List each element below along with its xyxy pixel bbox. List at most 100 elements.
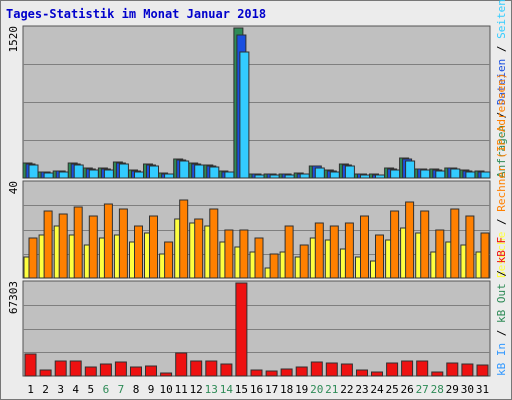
day-label-26: 26: [400, 383, 413, 396]
bar-kbytes-kb-f-day-28: [431, 371, 444, 377]
bar-visits-rechner-ip-adressen--day-20: [314, 222, 324, 279]
bar-kbytes-kb-f-day-19: [295, 366, 308, 377]
legend-entry: Besuche: [495, 232, 508, 278]
day-label-19: 19: [295, 383, 308, 396]
bar-visits-rechner-ip-adressen--day-9: [149, 215, 158, 279]
bar-requests-seiten-day-20: [314, 167, 325, 179]
bar-kbytes-kb-f-day-16: [250, 369, 263, 377]
legend-entry: Rechner (IP-Adressen): [495, 73, 508, 212]
day-label-4: 4: [72, 383, 79, 396]
bar-kbytes-kb-f-day-2: [39, 369, 52, 377]
bar-visits-rechner-ip-adressen--day-26: [405, 201, 415, 279]
bar-visits-rechner-ip-adressen--day-24: [375, 234, 384, 279]
bar-kbytes-kb-f-day-31: [476, 364, 489, 377]
bar-kbytes-kb-f-day-11: [175, 352, 188, 377]
bar-requests-seiten-day-16: [254, 174, 265, 179]
bar-kbytes-kb-f-day-6: [99, 363, 112, 377]
day-label-2: 2: [42, 383, 49, 396]
bar-requests-seiten-day-15: [239, 51, 250, 179]
bar-kbytes-kb-f-day-18: [280, 368, 293, 377]
day-label-5: 5: [87, 383, 94, 396]
day-label-21: 21: [325, 383, 338, 396]
day-label-12: 12: [190, 383, 203, 396]
bar-visits-rechner-ip-adressen--day-31: [480, 232, 490, 279]
bar-kbytes-kb-f-day-17: [265, 370, 278, 377]
day-label-24: 24: [370, 383, 384, 396]
bar-kbytes-kb-f-day-29: [446, 362, 459, 377]
legend-separator: /: [495, 263, 508, 283]
legend-entry: Seiten: [495, 0, 508, 39]
legend-separator: /: [495, 323, 508, 343]
day-label-22: 22: [340, 383, 353, 396]
bar-requests-seiten-day-10: [164, 173, 175, 179]
day-label-8: 8: [133, 383, 140, 396]
bar-requests-seiten-day-2: [43, 172, 54, 179]
bar-kbytes-kb-f-day-27: [416, 360, 429, 377]
bar-visits-rechner-ip-adressen--day-18: [284, 225, 294, 279]
bar-kbytes-kb-f-day-10: [160, 372, 173, 377]
bar-requests-seiten-day-1: [28, 164, 39, 179]
legend-kbytes: kB In / kB Out / kB F: [495, 237, 508, 376]
bar-requests-seiten-day-25: [390, 169, 401, 179]
bar-requests-seiten-day-14: [224, 171, 235, 179]
bar-visits-rechner-ip-adressen--day-12: [194, 218, 204, 279]
day-label-27: 27: [416, 383, 429, 396]
day-label-16: 16: [250, 383, 263, 396]
bar-visits-rechner-ip-adressen--day-22: [344, 222, 354, 279]
bar-requests-seiten-day-4: [73, 164, 84, 179]
bar-kbytes-kb-f-day-26: [401, 360, 414, 377]
bar-visits-rechner-ip-adressen--day-17: [269, 253, 279, 279]
ymax-label-requests: 1520: [7, 26, 20, 53]
day-label-18: 18: [280, 383, 293, 396]
ymax-label-kbytes: 67303: [7, 281, 20, 314]
day-label-6: 6: [103, 383, 110, 396]
bar-kbytes-kb-f-day-9: [145, 365, 157, 377]
bar-kbytes-kb-f-day-5: [84, 366, 97, 377]
bar-kbytes-kb-f-day-12: [190, 360, 203, 377]
bar-requests-seiten-day-17: [269, 174, 280, 179]
day-label-7: 7: [118, 383, 125, 396]
bar-visits-rechner-ip-adressen--day-10: [164, 241, 174, 279]
bar-kbytes-kb-f-day-22: [340, 363, 353, 377]
day-label-17: 17: [265, 383, 278, 396]
plot-area-kbytes: [22, 280, 491, 377]
bar-requests-seiten-day-28: [435, 170, 446, 179]
bar-visits-rechner-ip-adressen--day-8: [134, 225, 143, 279]
bar-kbytes-kb-f-day-25: [386, 362, 399, 377]
legend-separator: /: [495, 105, 508, 125]
legend-entry: Dateien: [495, 59, 508, 105]
bar-visits-rechner-ip-adressen--day-5: [88, 215, 98, 279]
bar-visits-rechner-ip-adressen--day-23: [360, 215, 369, 279]
bar-kbytes-kb-f-day-24: [371, 371, 383, 377]
bar-requests-seiten-day-12: [194, 164, 205, 179]
bar-requests-seiten-day-24: [375, 174, 385, 179]
bar-kbytes-kb-f-day-3: [54, 360, 67, 377]
legend-visits: Besuche / Rechner (IP-Adressen): [495, 73, 508, 278]
bar-kbytes-kb-f-day-4: [69, 360, 82, 377]
bar-requests-seiten-day-26: [405, 160, 416, 179]
bar-requests-seiten-day-27: [420, 169, 431, 179]
chart-title: Tages-Statistik im Monat Januar 2018: [6, 7, 267, 21]
bar-visits-rechner-ip-adressen--day-27: [420, 210, 430, 279]
bar-requests-seiten-day-30: [465, 171, 476, 179]
legend-requests: Anfragen / Dateien / Seiten: [495, 0, 508, 178]
bar-requests-seiten-day-3: [58, 171, 69, 179]
bar-requests-seiten-day-9: [149, 165, 159, 179]
bar-visits-rechner-ip-adressen--day-21: [329, 225, 339, 279]
bar-visits-rechner-ip-adressen--day-15: [239, 229, 249, 279]
legend-entry: kB In: [495, 343, 508, 376]
bar-requests-seiten-day-7: [118, 163, 129, 179]
bar-kbytes-kb-f-day-8: [130, 366, 142, 377]
bar-visits-rechner-ip-adressen--day-2: [43, 210, 53, 279]
bar-requests-seiten-day-18: [284, 174, 295, 179]
day-label-23: 23: [355, 383, 368, 396]
bar-visits-rechner-ip-adressen--day-1: [28, 237, 38, 279]
bar-requests-seiten-day-13: [209, 166, 220, 179]
bar-requests-seiten-day-29: [450, 168, 461, 179]
legend-entry: Anfragen: [495, 125, 508, 178]
bar-kbytes-kb-f-day-21: [325, 362, 338, 377]
day-label-20: 20: [310, 383, 323, 396]
day-label-13: 13: [205, 383, 218, 396]
legend-entry: kB F: [495, 237, 508, 264]
bar-visits-rechner-ip-adressen--day-3: [58, 213, 68, 279]
